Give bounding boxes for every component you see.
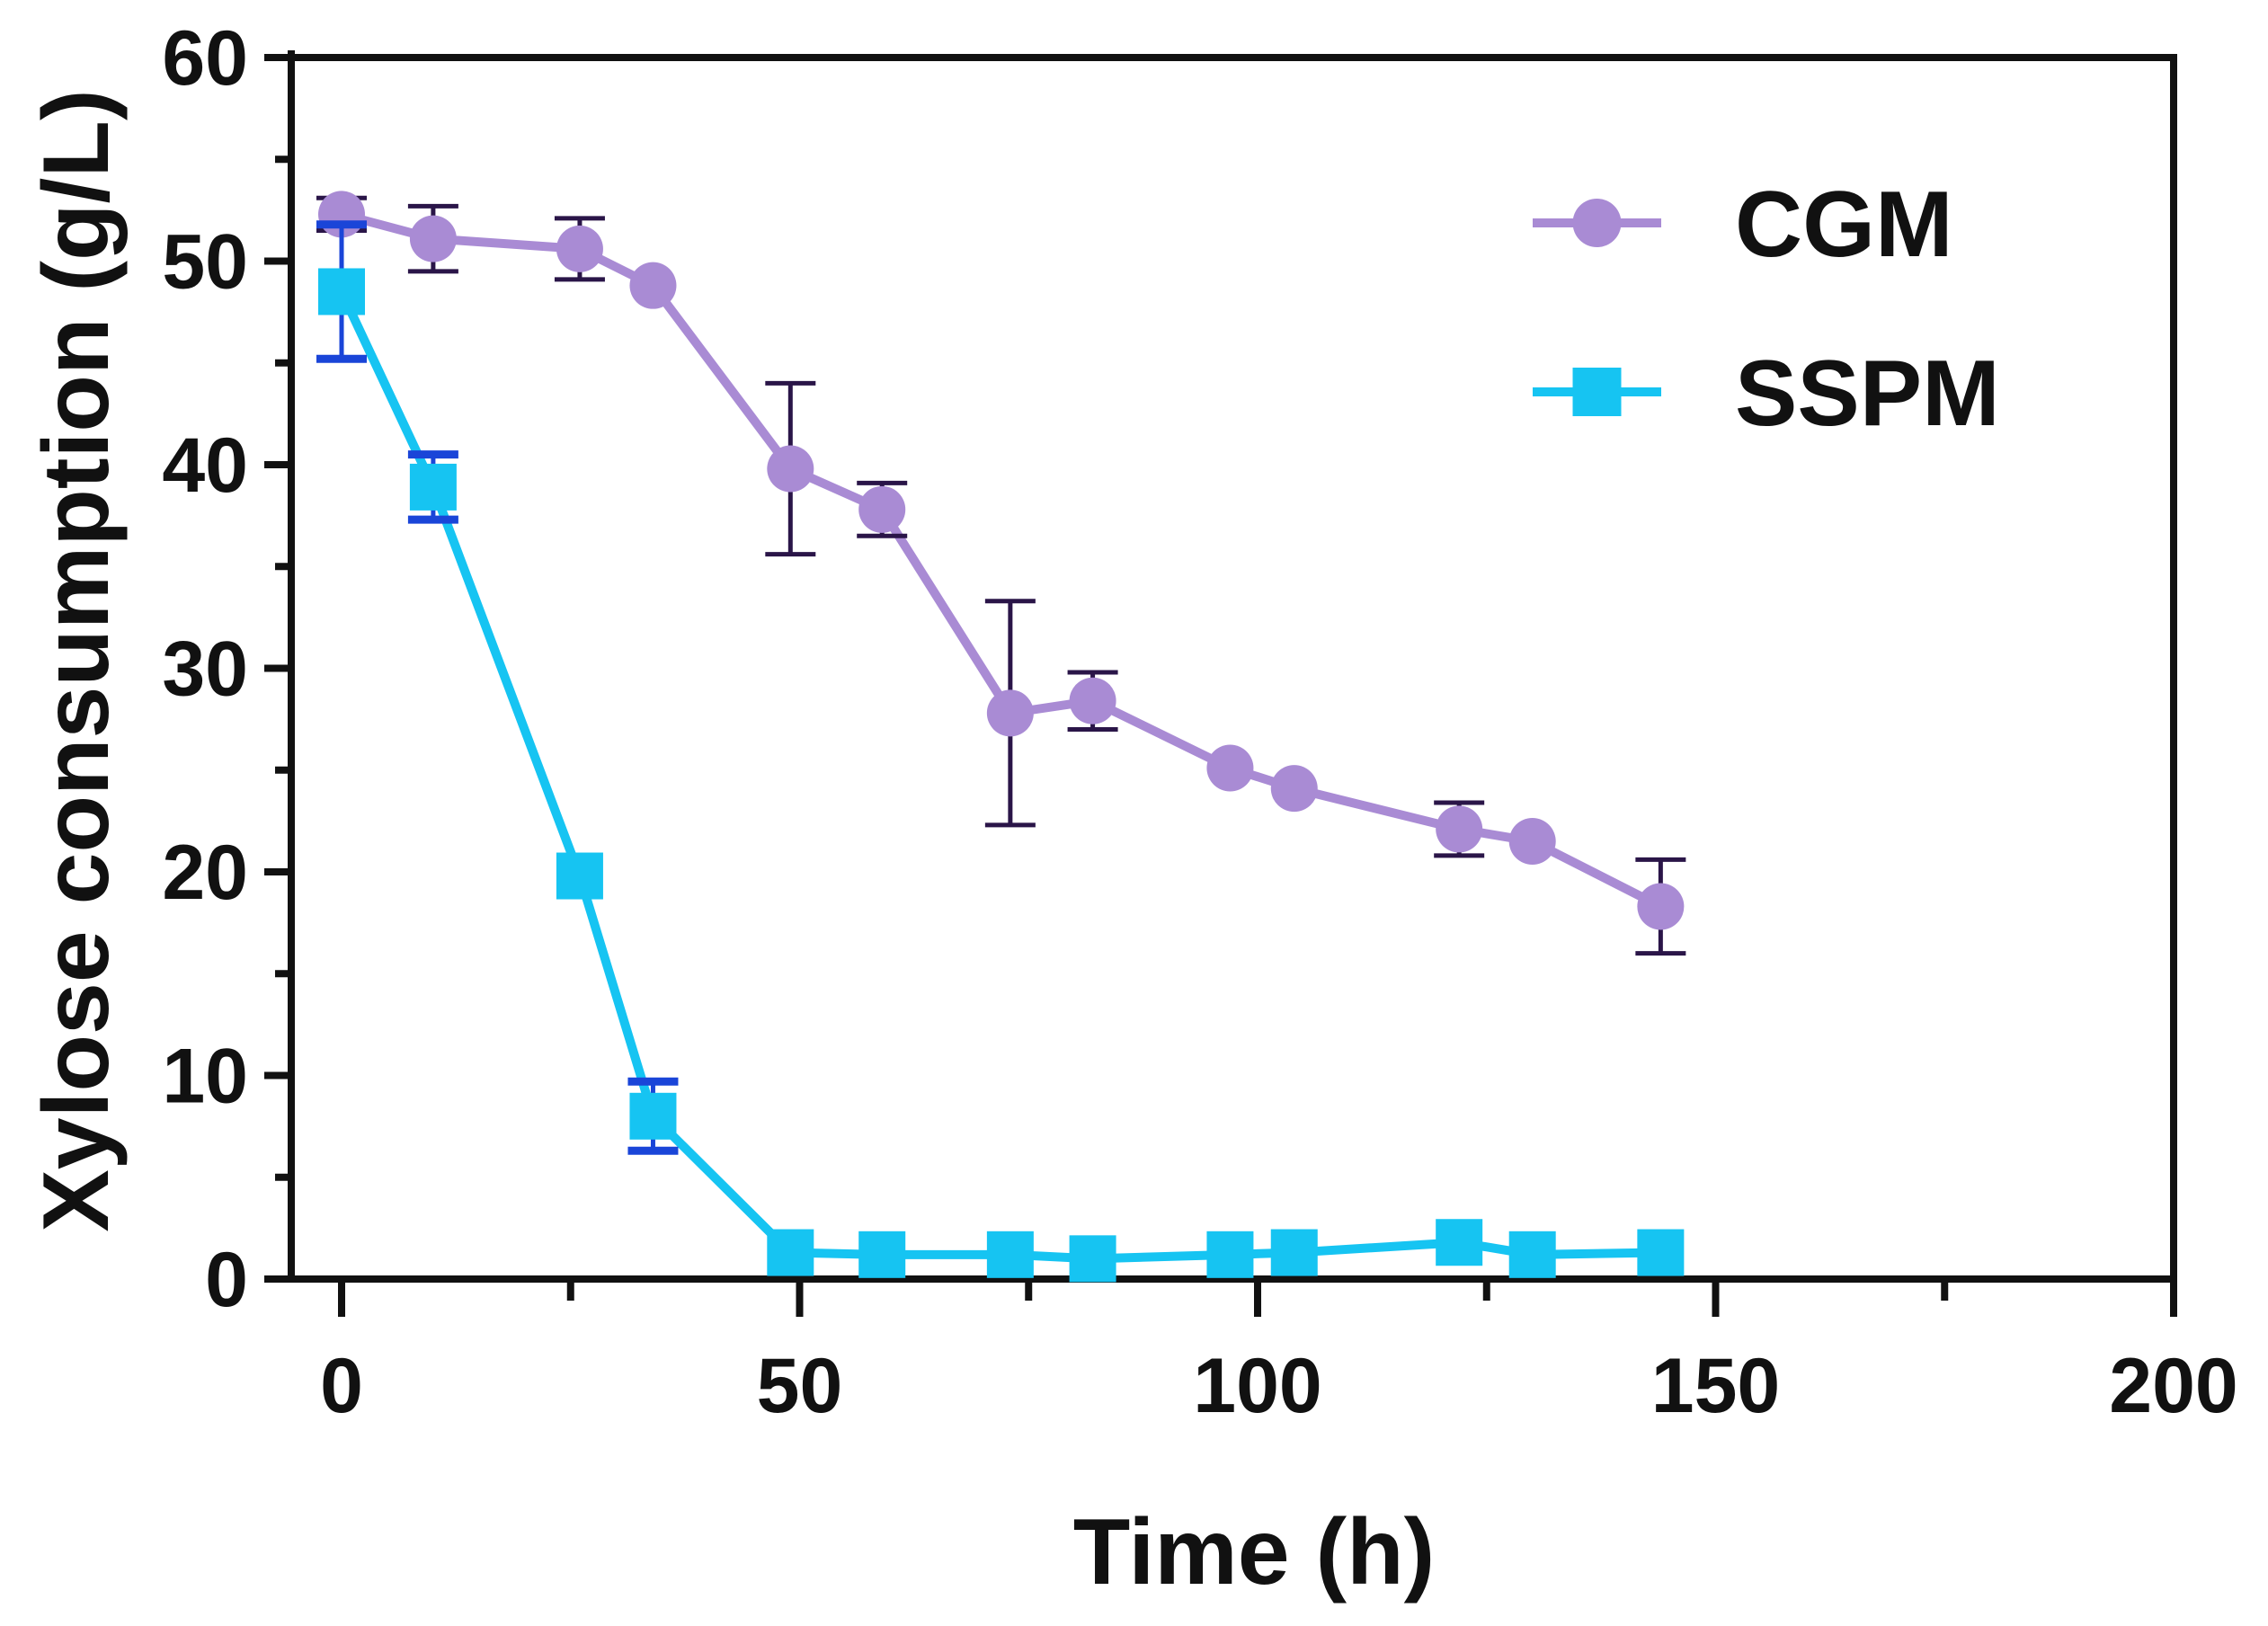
sspm-point — [318, 268, 365, 315]
cgm-point — [1637, 883, 1685, 930]
x-tick-label: 0 — [320, 1343, 363, 1429]
sspm-point — [1637, 1229, 1685, 1276]
x-tick-label: 50 — [757, 1343, 843, 1429]
legend-marker-circle — [1572, 199, 1622, 247]
cgm-point — [629, 262, 677, 309]
y-tick-label: 50 — [162, 219, 248, 306]
sspm-point — [858, 1231, 906, 1278]
cgm-point — [1508, 818, 1556, 866]
sspm-point — [767, 1229, 814, 1276]
y-tick-label: 10 — [162, 1034, 248, 1120]
y-tick-label: 60 — [162, 15, 248, 102]
plot-series — [316, 191, 1686, 1283]
sspm-point — [1206, 1231, 1254, 1278]
sspm-line — [337, 289, 1661, 1264]
sspm-point — [629, 1092, 677, 1140]
y-axis-ticks: 0 10 20 30 40 50 60 — [162, 15, 291, 1323]
cgm-point — [1206, 744, 1254, 792]
cgm-point — [767, 445, 814, 493]
sspm-point — [1270, 1229, 1318, 1276]
legend: CGM SSPM — [1533, 173, 2000, 446]
x-tick-label: 100 — [1193, 1343, 1322, 1429]
y-tick-label: 20 — [162, 830, 248, 916]
sspm-point — [409, 463, 457, 511]
x-tick-label: 150 — [1651, 1343, 1781, 1429]
cgm-point — [858, 485, 906, 533]
legend-label-sspm: SSPM — [1735, 342, 2000, 446]
sspm-point — [1508, 1231, 1556, 1278]
sspm-point — [1436, 1219, 1483, 1266]
cgm-point — [556, 225, 603, 272]
y-tick-label: 0 — [205, 1237, 248, 1323]
cgm-point — [1069, 677, 1116, 724]
series-cgm — [316, 191, 1686, 956]
y-axis-title: Xylose consumption (g/L) — [24, 89, 129, 1231]
sspm-point — [1069, 1235, 1116, 1283]
cgm-point — [1436, 805, 1483, 853]
series-sspm — [316, 220, 1685, 1283]
cgm-point — [409, 215, 457, 262]
sspm-point — [556, 852, 603, 900]
cgm-point — [986, 689, 1034, 737]
y-tick-label: 30 — [162, 626, 248, 713]
x-tick-label: 200 — [2109, 1343, 2238, 1429]
x-axis-ticks: 0 50 100 150 200 — [320, 1279, 2238, 1429]
cgm-point — [1270, 765, 1318, 813]
x-axis-title: Time (h) — [1073, 1500, 1436, 1604]
y-tick-label: 40 — [162, 422, 248, 509]
sspm-point — [986, 1231, 1034, 1278]
legend-marker-square — [1572, 368, 1622, 416]
legend-label-cgm: CGM — [1735, 173, 1953, 277]
